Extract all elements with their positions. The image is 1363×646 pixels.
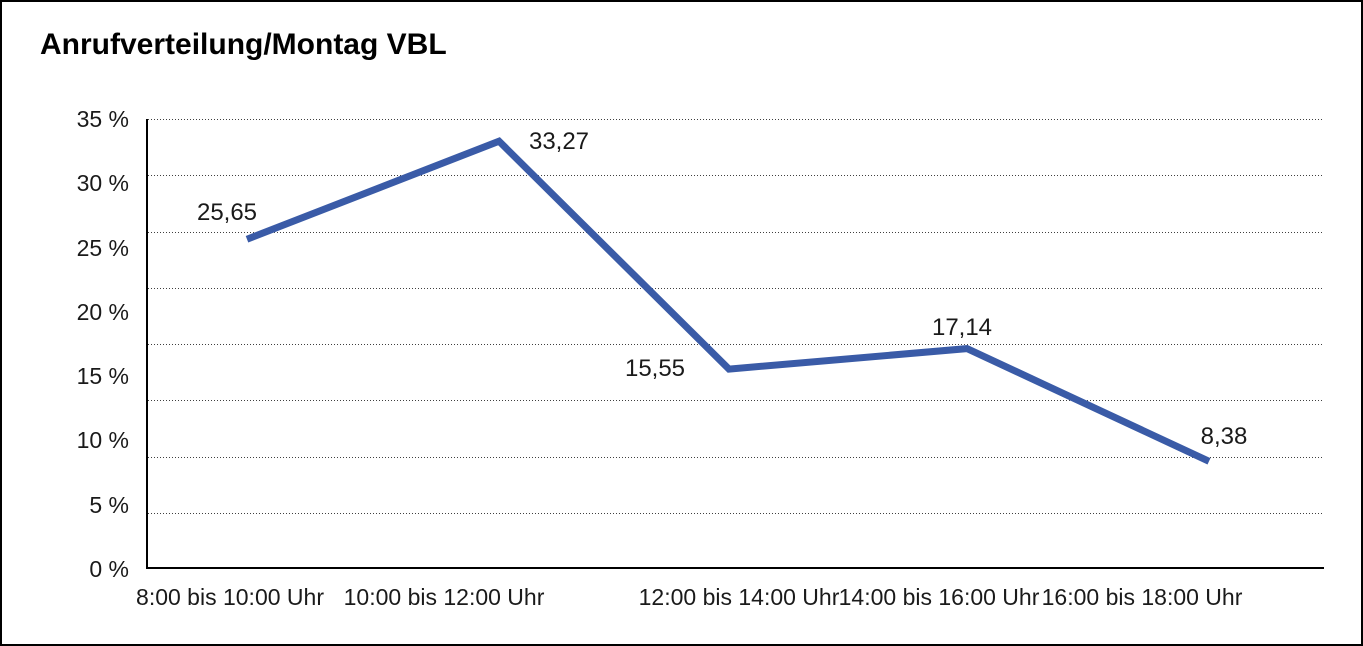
y-axis-tick-label: 0 % (89, 556, 129, 582)
y-gridline (148, 175, 1324, 176)
chart-title: Anrufverteilung/Montag VBL (40, 28, 447, 61)
x-axis-category-label: 8:00 bis 10:00 Uhr (136, 584, 324, 610)
data-label: 15,55 (624, 355, 686, 383)
y-axis-tick-label: 30 % (76, 170, 129, 196)
y-gridline (148, 232, 1324, 233)
y-axis-tick-label: 15 % (76, 363, 129, 389)
y-gridline (148, 513, 1324, 514)
data-label: 8,38 (1200, 423, 1248, 451)
y-gridline (148, 119, 1324, 120)
y-axis-tick-label: 10 % (76, 427, 129, 453)
x-axis-category-label: 14:00 bis 16:00 Uhr (838, 584, 1040, 610)
y-gridline (148, 344, 1324, 345)
y-axis-line (146, 119, 148, 569)
x-axis-line (146, 567, 1324, 569)
y-axis-tick-label: 5 % (89, 492, 129, 518)
y-gridline (148, 457, 1324, 458)
data-label: 17,14 (931, 313, 993, 341)
y-axis-tick-label: 20 % (76, 299, 129, 325)
x-axis-category-label: 10:00 bis 12:00 Uhr (343, 584, 545, 610)
y-axis-tick-label: 35 % (76, 106, 129, 132)
x-axis-category-label: 12:00 bis 14:00 Uhr (638, 584, 840, 610)
y-gridline (148, 288, 1324, 289)
data-label: 25,65 (196, 199, 258, 227)
series-line (245, 137, 1211, 465)
data-label: 33,27 (528, 128, 590, 156)
y-gridline (148, 400, 1324, 401)
x-axis-category-label: 16:00 bis 18:00 Uhr (1041, 584, 1243, 610)
y-axis-tick-label: 25 % (76, 235, 129, 261)
